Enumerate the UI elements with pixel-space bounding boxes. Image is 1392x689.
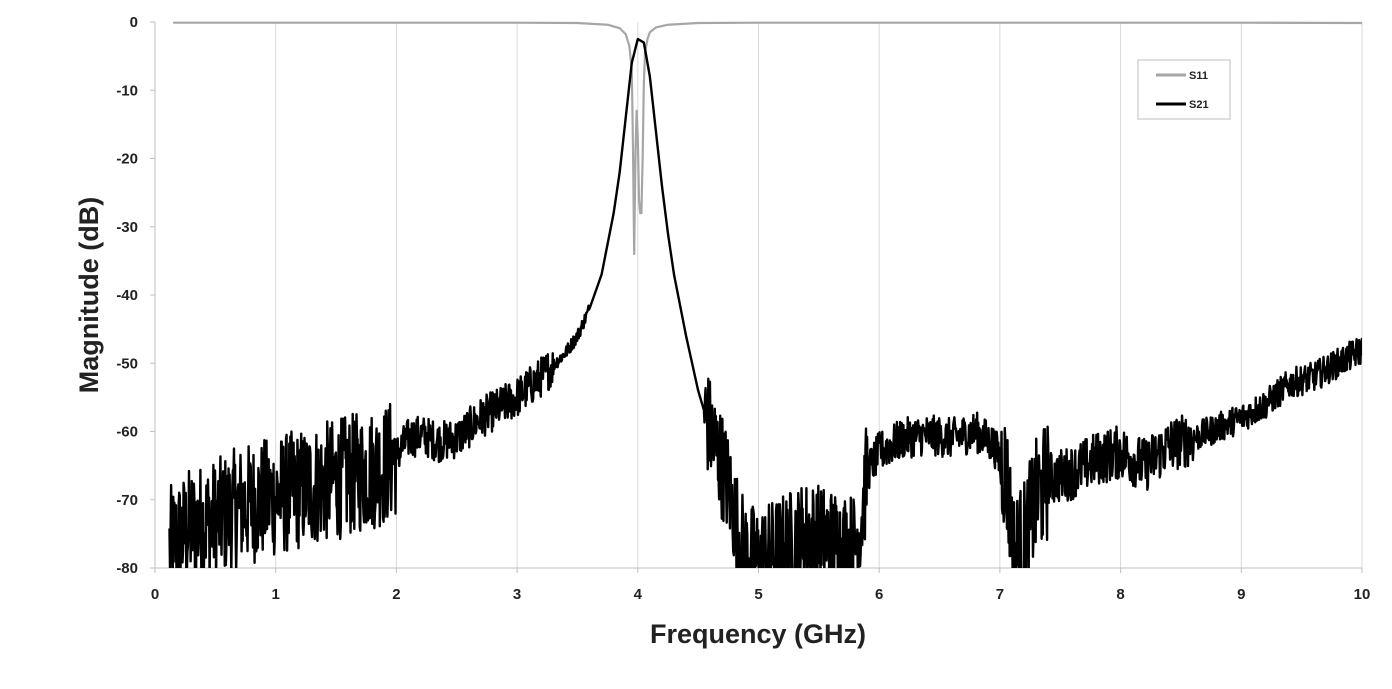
legend-label-s21: S21 [1189,99,1209,111]
y-tick-label: -60 [116,424,138,441]
x-axis-title: Frequency (GHz) [650,619,866,649]
y-tick-label: -30 [116,219,138,236]
legend: S11 S21 [1137,59,1231,120]
x-tick-label: 10 [1354,586,1371,603]
y-tick-label: -40 [116,287,138,304]
x-tick-label: 6 [875,586,883,603]
y-tick-label: -10 [116,82,138,99]
x-tick-label: 7 [996,586,1004,603]
y-axis-title: Magnitude (dB) [74,197,104,393]
x-tick-label: 5 [754,586,762,603]
tick-labels: 0 1 2 3 4 5 6 7 8 9 10 0 -10 -20 -30 -40 -50 -60 -70 -80 [116,14,1370,603]
legend-box [1137,59,1231,120]
x-tick-label: 0 [151,586,159,603]
y-tick-label: -50 [116,355,138,372]
y-tick-label: -80 [116,560,138,577]
x-tick-label: 3 [513,586,521,603]
series-line-s21 [168,37,1362,568]
x-tick-label: 8 [1116,586,1124,603]
x-tick-label: 4 [634,586,643,603]
y-tick-label: -20 [116,151,138,168]
x-tick-label: 9 [1237,586,1245,603]
y-tick-label: -70 [116,492,138,509]
y-tick-label: 0 [130,14,138,31]
x-tick-label: 2 [392,586,400,603]
series-line-s11 [173,21,1362,256]
x-tick-label: 1 [272,586,280,603]
series-layer [168,21,1362,568]
legend-label-s11: S11 [1189,70,1208,82]
